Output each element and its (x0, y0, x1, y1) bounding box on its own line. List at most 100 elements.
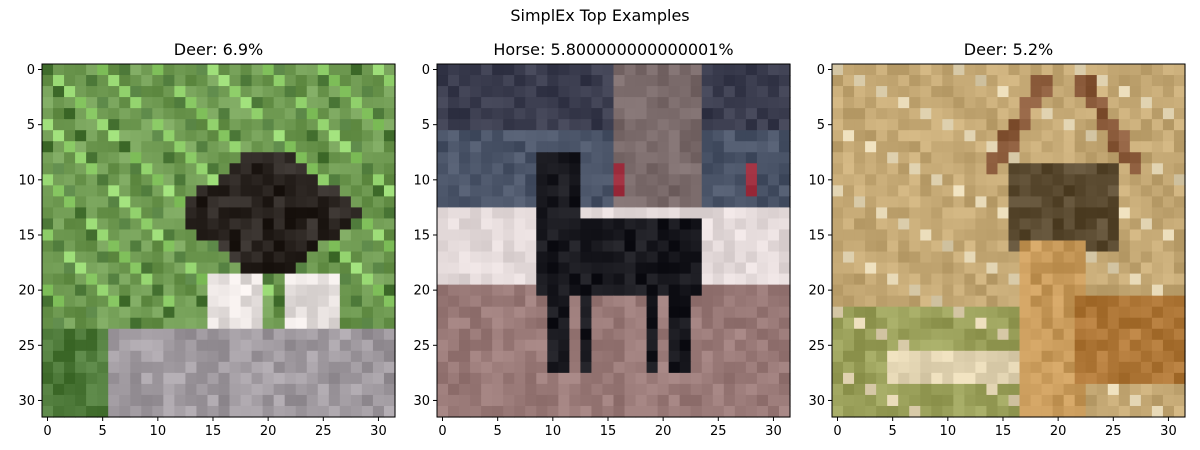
image-pixel (437, 163, 449, 175)
image-pixel (218, 196, 231, 209)
image-pixel (64, 295, 76, 308)
image-pixel (767, 372, 780, 385)
image-pixel (470, 295, 482, 308)
image-pixel (558, 251, 570, 264)
image-pixel (975, 196, 988, 209)
image-pixel (1173, 284, 1186, 297)
image-pixel (1085, 86, 1098, 98)
image-pixel (1107, 141, 1120, 153)
image-pixel (119, 405, 131, 418)
image-pixel (723, 394, 736, 407)
image-pixel (712, 75, 725, 87)
image-pixel (174, 218, 187, 231)
image-pixel (942, 328, 954, 341)
image-pixel (602, 339, 615, 352)
image-pixel (273, 97, 286, 109)
image-pixel (328, 75, 341, 87)
image-pixel (97, 262, 109, 275)
image-pixel (1151, 306, 1164, 319)
image-pixel (1173, 251, 1186, 264)
image-pixel (712, 383, 725, 396)
image-pixel (437, 141, 449, 153)
image-pixel (448, 262, 460, 275)
image-pixel (843, 361, 855, 374)
image-pixel (306, 273, 319, 286)
x-tick: 15 (600, 417, 616, 439)
image-pixel (767, 405, 780, 418)
image-pixel (1129, 108, 1142, 120)
image-pixel (1063, 361, 1076, 374)
image-pixel (240, 350, 253, 363)
image-pixel (1107, 229, 1120, 242)
image-pixel (778, 273, 791, 286)
image-pixel (163, 339, 175, 352)
image-pixel (1096, 273, 1109, 286)
image-pixel (767, 163, 780, 175)
image-pixel (964, 196, 977, 209)
y-tick: 25 (18, 339, 42, 354)
image-pixel (185, 317, 198, 330)
image-pixel (1096, 383, 1109, 396)
image-pixel (887, 262, 899, 275)
image-pixel (525, 218, 537, 231)
image-pixel (668, 328, 681, 341)
image-pixel (240, 295, 253, 308)
image-pixel (843, 273, 855, 286)
image-pixel (778, 207, 791, 220)
image-pixel (635, 306, 648, 319)
image-pixel (196, 317, 209, 330)
image-pixel (964, 394, 977, 407)
image-pixel (1140, 361, 1153, 374)
image-pixel (1118, 163, 1131, 175)
image-pixel (361, 284, 374, 297)
image-pixel (865, 251, 877, 264)
image-pixel (207, 383, 220, 396)
image-pixel (383, 295, 396, 308)
axes-frame (41, 63, 396, 418)
image-pixel (986, 86, 999, 98)
image-pixel (997, 152, 1010, 164)
image-pixel (909, 251, 921, 264)
image-pixel (97, 350, 109, 363)
image-pixel (1151, 251, 1164, 264)
image-pixel (887, 372, 899, 385)
image-pixel (108, 229, 120, 242)
image-pixel (1107, 130, 1120, 142)
image-pixel (141, 163, 153, 175)
image-pixel (141, 119, 153, 131)
image-pixel (514, 130, 526, 142)
image-pixel (679, 119, 692, 131)
image-pixel (273, 284, 286, 297)
image-pixel (251, 328, 264, 341)
image-pixel (767, 394, 780, 407)
image-pixel (383, 108, 396, 120)
image-pixel (712, 405, 725, 418)
image-pixel (108, 240, 120, 253)
image-pixel (580, 64, 593, 76)
image-pixel (339, 119, 352, 131)
image-pixel (767, 361, 780, 374)
image-pixel (1107, 108, 1120, 120)
image-pixel (920, 273, 932, 286)
image-pixel (767, 86, 780, 98)
image-pixel (843, 218, 855, 231)
image-pixel (690, 394, 703, 407)
image-pixel (229, 174, 242, 186)
image-pixel (1140, 339, 1153, 352)
image-pixel (887, 86, 899, 98)
image-pixel (1085, 174, 1098, 186)
image-pixel (1129, 97, 1142, 109)
image-pixel (53, 97, 65, 109)
image-pixel (459, 185, 471, 197)
image-pixel (1096, 196, 1109, 209)
image-pixel (130, 207, 142, 220)
image-pixel (185, 383, 198, 396)
image-pixel (262, 185, 275, 197)
image-pixel (97, 218, 109, 231)
image-pixel (141, 207, 153, 220)
image-pixel (1041, 339, 1054, 352)
image-pixel (317, 185, 330, 197)
image-pixel (843, 251, 855, 264)
image-pixel (646, 119, 659, 131)
